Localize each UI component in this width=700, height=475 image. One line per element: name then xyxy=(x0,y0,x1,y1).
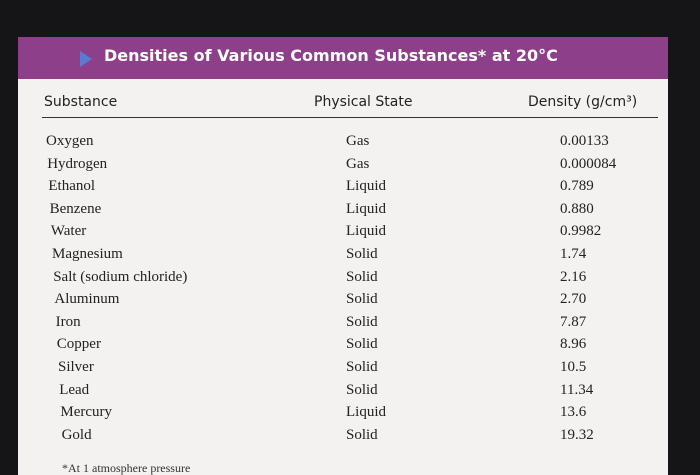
title: Densities of Various Common Substances* … xyxy=(104,46,558,65)
footnote: *At 1 atmosphere pressure xyxy=(62,461,191,475)
column-header: Substance xyxy=(44,94,118,110)
table-cell: 13.6 xyxy=(560,404,587,421)
table-cell: 1.74 xyxy=(560,246,587,262)
table-cell: Silver xyxy=(58,359,94,375)
table-cell: Solid xyxy=(346,381,378,398)
column-header: Density (g/cm³) xyxy=(528,94,638,110)
table-cell: 0.000084 xyxy=(560,155,617,172)
table-cell: 10.5 xyxy=(560,359,587,375)
table-cell: 11.34 xyxy=(560,381,594,398)
title-bar: Densities of Various Common Substances* … xyxy=(18,37,668,79)
table-cell: 8.96 xyxy=(560,336,587,353)
table-cell: 2.70 xyxy=(560,291,587,308)
table-cell: Magnesium xyxy=(52,246,123,262)
table-card: Densities of Various Common Substances* … xyxy=(18,37,668,475)
table-cell: Solid xyxy=(346,246,378,262)
table-cell: Liquid xyxy=(346,404,386,421)
table-cell: 7.87 xyxy=(560,313,587,330)
table-cell: Copper xyxy=(56,336,101,353)
table-cell: Solid xyxy=(346,313,378,330)
table-cell: Solid xyxy=(346,268,378,285)
table-cell: Gas xyxy=(346,133,370,149)
table-cell: Gold xyxy=(61,426,92,443)
table-cell: Solid xyxy=(346,336,378,353)
table-cell: Liquid xyxy=(346,178,386,195)
table-cell: Aluminum xyxy=(54,291,120,308)
table-cell: Solid xyxy=(346,426,378,443)
table-cell: 0.789 xyxy=(560,178,594,195)
table-cell: Solid xyxy=(346,291,378,308)
header-rule xyxy=(42,117,658,118)
table-cell: Liquid xyxy=(346,223,386,240)
table-cell: Hydrogen xyxy=(47,155,108,172)
table-cell: 0.880 xyxy=(560,200,594,217)
table-cell: Oxygen xyxy=(46,133,94,149)
table-cell: 19.32 xyxy=(560,426,594,443)
table-cell: Benzene xyxy=(49,200,102,217)
table-cell: Gas xyxy=(346,155,370,172)
table-cell: Mercury xyxy=(60,404,113,421)
table-cell: 2.16 xyxy=(560,268,587,285)
table-cell: Liquid xyxy=(346,200,386,217)
table-cell: Solid xyxy=(346,359,378,375)
table-cell: Iron xyxy=(55,313,81,330)
table-cell: 0.00133 xyxy=(560,133,609,149)
table-cell: Ethanol xyxy=(48,178,96,195)
table-cell: Water xyxy=(50,223,87,240)
table-cell: Lead xyxy=(59,381,90,398)
table-cell: 0.9982 xyxy=(560,223,602,240)
table-cell: Salt (sodium chloride) xyxy=(53,268,188,285)
arrow-icon xyxy=(80,51,92,67)
column-header: Physical State xyxy=(314,94,413,110)
